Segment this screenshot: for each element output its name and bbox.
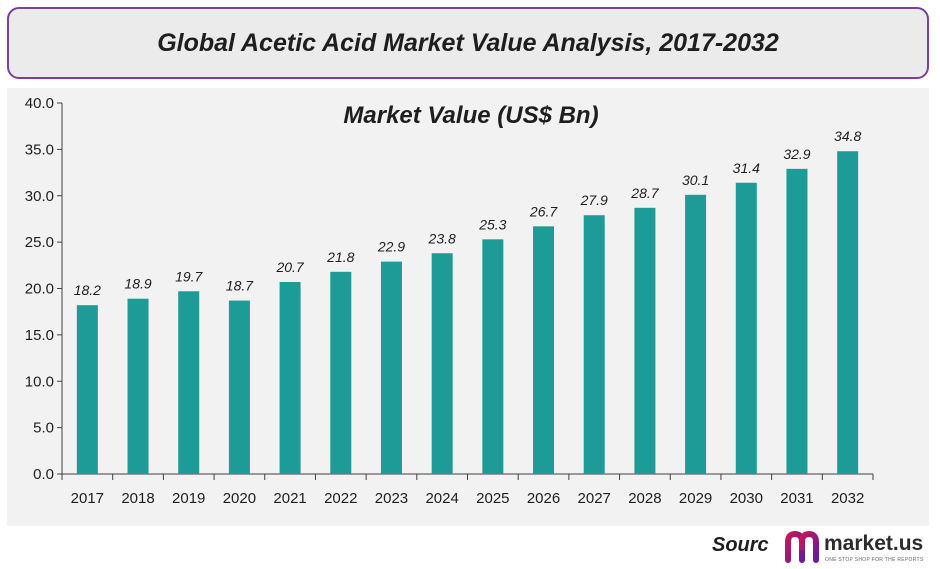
bar-2020 — [228, 300, 250, 474]
market-us-logo: market.us ONE STOP SHOP FOR THE REPORTS — [784, 530, 934, 564]
y-tick-label: 35.0 — [25, 141, 54, 158]
data-label-2032: 34.8 — [834, 128, 861, 144]
bar-2031 — [786, 168, 808, 475]
data-label-2028: 28.7 — [630, 185, 659, 201]
x-tick-label-2022: 2022 — [324, 490, 357, 507]
bar-2028 — [634, 207, 656, 474]
bar-2019 — [178, 291, 200, 474]
x-tick-label-2031: 2031 — [780, 490, 813, 507]
logo-text: market.us — [824, 532, 924, 555]
x-tick-label-2032: 2032 — [831, 490, 864, 507]
x-tick-label-2023: 2023 — [375, 490, 408, 507]
data-label-2029: 30.1 — [682, 172, 709, 188]
data-label-2024: 23.8 — [428, 230, 456, 246]
x-tick-label-2029: 2029 — [679, 490, 712, 507]
y-tick-label: 15.0 — [25, 327, 54, 344]
data-label-2019: 19.7 — [175, 268, 203, 284]
bar-chart: Market Value (US$ Bn) 0.0 5.0 10.0 15.0 20.0… — [25, 95, 874, 507]
data-label-2020: 18.7 — [226, 278, 254, 294]
chart-background — [7, 88, 929, 526]
data-label-2023: 22.9 — [377, 239, 405, 255]
data-label-2025: 25.3 — [478, 216, 506, 232]
data-label-2027: 27.9 — [580, 192, 608, 208]
page-title: Global Acetic Acid Market Value Analysis… — [157, 28, 779, 57]
bar-2023 — [380, 261, 402, 474]
bar-2029 — [685, 194, 707, 474]
bar-2021 — [279, 282, 301, 474]
data-labels: 18.2 18.9 19.7 18.7 20.7 21.8 22.9 23.8 25.3 26.7… — [74, 128, 862, 298]
x-tick-label-2025: 2025 — [476, 490, 509, 507]
data-label-2030: 31.4 — [733, 160, 760, 176]
x-tick-label-2018: 2018 — [121, 490, 154, 507]
title-banner: Global Acetic Acid Market Value Analysis… — [7, 7, 929, 79]
bar-2025 — [482, 239, 504, 474]
y-tick-label: 20.0 — [25, 281, 54, 298]
y-tick-label: 25.0 — [25, 234, 54, 251]
bar-2026 — [533, 226, 555, 474]
x-tick-label-2021: 2021 — [273, 490, 306, 507]
y-axis: 0.0 5.0 10.0 15.0 20.0 25.0 30.0 35.0 40.0 — [25, 95, 63, 483]
data-label-2031: 32.9 — [783, 146, 810, 162]
x-tick-label-2026: 2026 — [527, 490, 560, 507]
y-tick-label: 10.0 — [25, 373, 54, 390]
chart-title: Market Value (US$ Bn) — [343, 102, 598, 129]
y-tick-label: 40.0 — [25, 95, 54, 112]
bar-2030 — [735, 182, 757, 474]
x-tick-label-2020: 2020 — [223, 490, 256, 507]
x-tick-label-2017: 2017 — [71, 490, 104, 507]
logo-mark-icon — [785, 530, 819, 563]
logo-tagline: ONE STOP SHOP FOR THE REPORTS — [825, 557, 924, 563]
x-tick-label-2030: 2030 — [730, 490, 763, 507]
x-tick-label-2019: 2019 — [172, 490, 205, 507]
source-label: Sourc — [712, 534, 769, 556]
data-label-2018: 18.9 — [124, 276, 151, 292]
data-label-2021: 20.7 — [275, 259, 304, 275]
bar-2018 — [127, 298, 149, 474]
x-tick-label-2028: 2028 — [628, 490, 661, 507]
x-tick-label-2027: 2027 — [578, 490, 611, 507]
bars — [76, 151, 859, 475]
y-tick-label: 30.0 — [25, 188, 54, 205]
data-label-2022: 21.8 — [326, 249, 354, 265]
y-tick-label: 0.0 — [33, 466, 54, 483]
bar-2032 — [837, 151, 859, 475]
bar-2017 — [76, 305, 98, 474]
bar-2024 — [431, 253, 453, 474]
data-label-2017: 18.2 — [74, 282, 101, 298]
y-tick-label: 5.0 — [33, 420, 54, 437]
data-label-2026: 26.7 — [529, 203, 558, 219]
bar-2022 — [330, 271, 352, 474]
x-axis: 2017 2018 2019 2020 2021 2022 2023 2024 2025 2026… — [61, 473, 874, 507]
x-tick-label-2024: 2024 — [425, 490, 458, 507]
bar-2027 — [583, 215, 605, 475]
